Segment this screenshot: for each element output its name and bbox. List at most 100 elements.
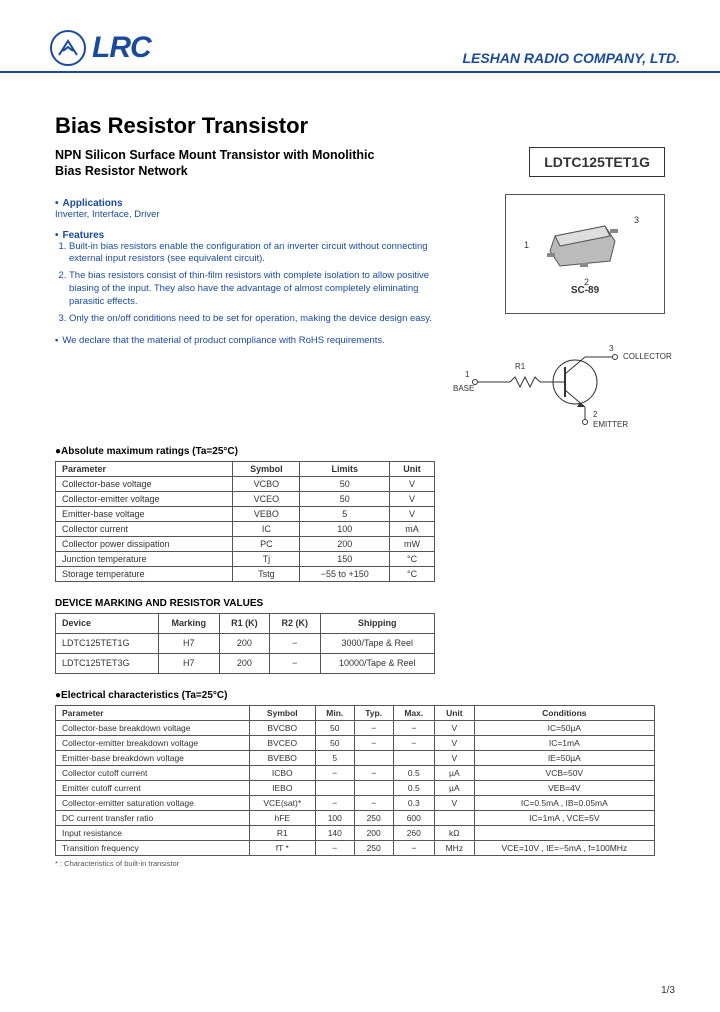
- th: Unit: [435, 705, 475, 720]
- schematic-diagram: R1 1 BASE 3 COLLECTOR 2 EMITTER: [465, 332, 665, 432]
- table-cell: 50: [300, 476, 390, 491]
- table-header-row: Parameter Symbol Limits Unit: [56, 461, 435, 476]
- table-row: Input resistanceR1140200260kΩ: [56, 825, 655, 840]
- th: Min.: [315, 705, 354, 720]
- table-cell: Emitter-base breakdown voltage: [56, 750, 250, 765]
- body-left: •Applications Inverter, Interface, Drive…: [55, 194, 445, 432]
- table-cell: Collector-emitter saturation voltage: [56, 795, 250, 810]
- table-cell: −: [354, 735, 393, 750]
- table-row: Collector-emitter breakdown voltageBVCEO…: [56, 735, 655, 750]
- elec-char-title: ●Electrical characteristics (Ta=25°C): [55, 690, 665, 701]
- table-row: LDTC125TET3GH7200−10000/Tape & Reel: [56, 653, 435, 673]
- table-cell: VCE(sat)*: [249, 795, 315, 810]
- table-cell: R1: [249, 825, 315, 840]
- table-row: DC current transfer ratiohFE100250600IC=…: [56, 810, 655, 825]
- table-cell: IC=50µA: [474, 720, 654, 735]
- applications-text: Inverter, Interface, Driver: [55, 209, 445, 220]
- table-cell: 100: [300, 521, 390, 536]
- table-row: Collector-emitter saturation voltageVCE(…: [56, 795, 655, 810]
- feature-item: The bias resistors consist of thin-film …: [69, 270, 445, 308]
- th: Marking: [158, 613, 219, 633]
- table-cell: V: [435, 720, 475, 735]
- table-cell: Input resistance: [56, 825, 250, 840]
- package-diagram: 1 2 3 SC-89: [505, 194, 665, 314]
- features-list: Built-in bias resistors enable the confi…: [55, 241, 445, 326]
- table-cell: 0.5: [393, 765, 434, 780]
- table-cell: IE=50µA: [474, 750, 654, 765]
- collector-label: COLLECTOR: [623, 352, 672, 361]
- dev-marking-title: DEVICE MARKING AND RESISTOR VALUES: [55, 598, 665, 609]
- footnote: * : Characteristics of built-in transist…: [55, 859, 665, 868]
- table-cell: Collector-base voltage: [56, 476, 233, 491]
- features-head: Features: [63, 230, 105, 241]
- table-cell: 50: [300, 491, 390, 506]
- th: Typ.: [354, 705, 393, 720]
- table-cell: Collector-emitter voltage: [56, 491, 233, 506]
- content-area: Bias Resistor Transistor NPN Silicon Sur…: [0, 73, 720, 868]
- table-cell: [393, 750, 434, 765]
- table-cell: 200: [300, 536, 390, 551]
- table-row: Storage temperatureTstg−55 to +150°C: [56, 566, 435, 581]
- body-row: •Applications Inverter, Interface, Drive…: [55, 194, 665, 432]
- table-row: Junction temperatureTj150°C: [56, 551, 435, 566]
- table-cell: V: [435, 735, 475, 750]
- table-row: Collector-base breakdown voltageBVCBO50−…: [56, 720, 655, 735]
- elec-char-table: Parameter Symbol Min. Typ. Max. Unit Con…: [55, 705, 655, 856]
- table-cell: [315, 780, 354, 795]
- logo: LRC: [50, 30, 151, 66]
- page-header: LRC LESHAN RADIO COMPANY, LTD.: [0, 0, 720, 73]
- table-cell: 3000/Tape & Reel: [320, 633, 434, 653]
- table-cell: −: [315, 765, 354, 780]
- table-cell: ICBO: [249, 765, 315, 780]
- table-cell: −: [354, 720, 393, 735]
- pin1-label: 1: [465, 370, 469, 379]
- table-cell: 250: [354, 810, 393, 825]
- table-cell: 250: [354, 840, 393, 855]
- table-cell: [354, 780, 393, 795]
- th: R2 (K): [270, 613, 320, 633]
- table-cell: mW: [390, 536, 435, 551]
- table-cell: µA: [435, 780, 475, 795]
- table-cell: BVCEO: [249, 735, 315, 750]
- abs-ratings-title: ●Absolute maximum ratings (Ta=25°C): [55, 446, 665, 457]
- table-cell: 10000/Tape & Reel: [320, 653, 434, 673]
- table-cell: V: [435, 795, 475, 810]
- table-cell: Collector-base breakdown voltage: [56, 720, 250, 735]
- logo-icon: [50, 30, 86, 66]
- table-cell: fT *: [249, 840, 315, 855]
- table-cell: 600: [393, 810, 434, 825]
- table-cell: BVEBO: [249, 750, 315, 765]
- title-row: NPN Silicon Surface Mount Transistor wit…: [55, 147, 665, 180]
- table-cell: LDTC125TET3G: [56, 653, 159, 673]
- package-label: SC-89: [571, 285, 599, 296]
- emitter-label: EMITTER: [593, 420, 628, 429]
- table-cell: −: [270, 633, 320, 653]
- th: Symbol: [249, 705, 315, 720]
- table-cell: IC=1mA: [474, 735, 654, 750]
- th: R1 (K): [219, 613, 269, 633]
- subtitle: NPN Silicon Surface Mount Transistor wit…: [55, 147, 375, 180]
- table-cell: [435, 810, 475, 825]
- company-name: LESHAN RADIO COMPANY, LTD.: [462, 50, 680, 66]
- table-cell: −55 to +150: [300, 566, 390, 581]
- table-cell: V: [390, 506, 435, 521]
- th: Symbol: [233, 461, 300, 476]
- table-cell: kΩ: [435, 825, 475, 840]
- table-cell: hFE: [249, 810, 315, 825]
- table-header-row: Parameter Symbol Min. Typ. Max. Unit Con…: [56, 705, 655, 720]
- table-cell: Emitter cutoff current: [56, 780, 250, 795]
- table-cell: 150: [300, 551, 390, 566]
- table-cell: 5: [300, 506, 390, 521]
- base-label: BASE: [453, 384, 474, 393]
- table-cell: −: [354, 765, 393, 780]
- table-cell: PC: [233, 536, 300, 551]
- table-cell: 0.3: [393, 795, 434, 810]
- table-cell: VCB=50V: [474, 765, 654, 780]
- applications-head: Applications: [63, 198, 123, 209]
- table-cell: 200: [219, 633, 269, 653]
- table-row: Transition frequencyfT *−250−MHzVCE=10V …: [56, 840, 655, 855]
- table-row: Emitter cutoff currentIEBO0.5µAVEB=4V: [56, 780, 655, 795]
- package-icon: [535, 211, 635, 281]
- table-row: Collector power dissipationPC200mW: [56, 536, 435, 551]
- table-cell: −: [315, 840, 354, 855]
